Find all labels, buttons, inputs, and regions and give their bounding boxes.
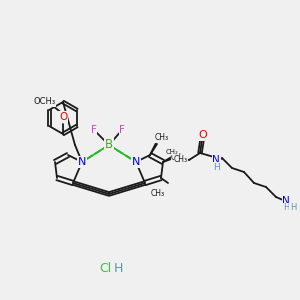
- Text: N: N: [78, 157, 86, 167]
- Text: CH₂: CH₂: [166, 149, 178, 155]
- Text: Cl: Cl: [99, 262, 111, 275]
- Text: H: H: [213, 163, 219, 172]
- Text: CH₃: CH₃: [174, 155, 188, 164]
- Text: H: H: [113, 262, 123, 275]
- Text: N: N: [132, 157, 140, 167]
- Text: F: F: [91, 125, 97, 135]
- Text: H: H: [283, 203, 289, 212]
- Text: N: N: [282, 196, 290, 206]
- Text: B: B: [105, 139, 113, 152]
- Text: N: N: [212, 155, 220, 165]
- Text: CH₃: CH₃: [151, 188, 165, 197]
- Text: OCH₃: OCH₃: [34, 98, 56, 106]
- Text: F: F: [119, 125, 125, 135]
- Text: CH₃: CH₃: [171, 152, 185, 161]
- Text: H: H: [290, 203, 296, 212]
- Text: CH₃: CH₃: [155, 134, 169, 142]
- Text: O: O: [59, 112, 67, 122]
- Text: O: O: [199, 130, 207, 140]
